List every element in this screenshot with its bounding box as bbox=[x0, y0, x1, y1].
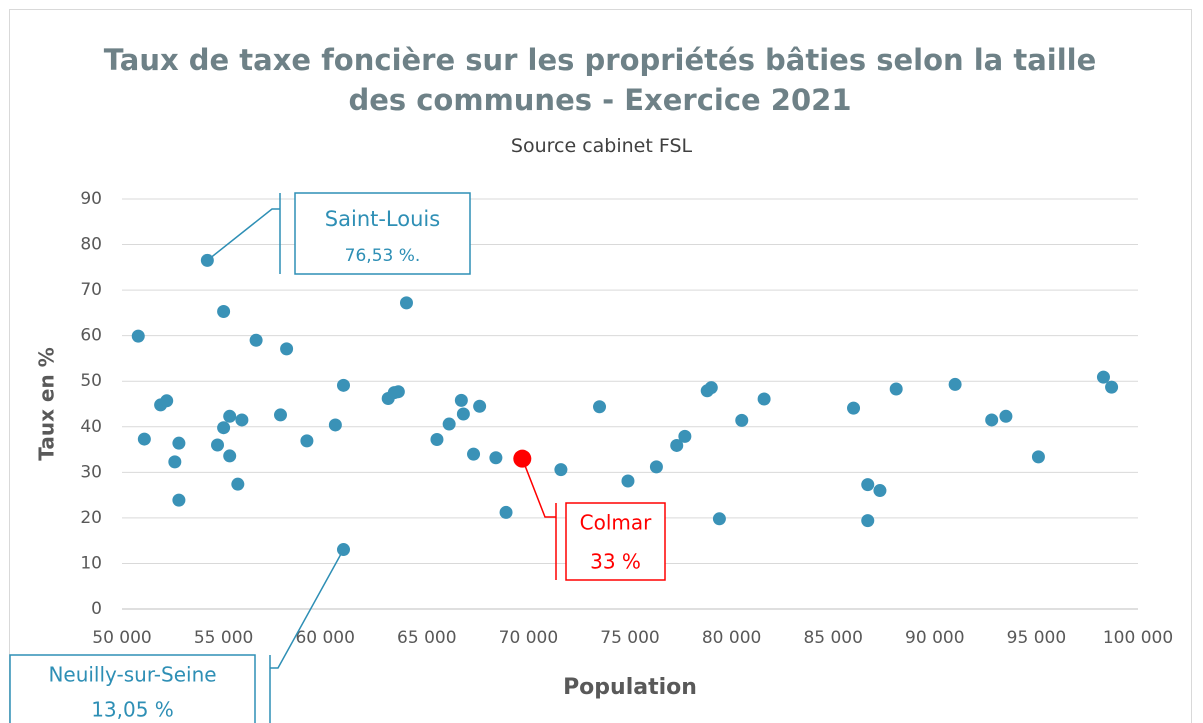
x-tick-label: 85 000 bbox=[803, 628, 862, 648]
callout-text: 33 % bbox=[590, 550, 641, 574]
point bbox=[273, 408, 287, 422]
point bbox=[593, 400, 607, 414]
chart-subtitle: Source cabinet FSL bbox=[510, 135, 693, 157]
point bbox=[454, 393, 468, 407]
point bbox=[489, 451, 503, 465]
leader-line bbox=[206, 208, 280, 261]
point bbox=[217, 305, 231, 319]
point bbox=[554, 463, 568, 477]
point bbox=[670, 438, 684, 452]
point bbox=[137, 432, 151, 446]
callout-text: Neuilly-sur-Seine bbox=[48, 663, 216, 687]
point bbox=[1105, 380, 1119, 394]
point bbox=[172, 493, 186, 507]
x-tick-label: 70 000 bbox=[499, 628, 558, 648]
point bbox=[211, 438, 225, 452]
point bbox=[456, 407, 470, 421]
y-tick-label: 0 bbox=[91, 599, 102, 619]
callout-text: 76,53 %. bbox=[345, 246, 421, 266]
point bbox=[873, 484, 887, 498]
leader-line bbox=[270, 549, 345, 669]
point bbox=[280, 342, 294, 356]
point bbox=[861, 514, 875, 528]
point bbox=[948, 377, 962, 391]
callout-text: Colmar bbox=[580, 511, 652, 535]
x-axis-title: Population bbox=[563, 675, 697, 700]
x-tick-label: 75 000 bbox=[600, 628, 659, 648]
chart-frame bbox=[9, 9, 1192, 723]
point bbox=[649, 460, 663, 474]
point bbox=[223, 449, 237, 463]
point bbox=[223, 409, 237, 423]
point bbox=[1031, 450, 1045, 464]
point bbox=[712, 512, 726, 526]
x-tick-label: 65 000 bbox=[397, 628, 456, 648]
callout-text: Saint-Louis bbox=[325, 207, 440, 231]
callout-box bbox=[294, 192, 471, 275]
point bbox=[442, 417, 456, 431]
point bbox=[621, 474, 635, 488]
point bbox=[430, 433, 444, 447]
point bbox=[499, 505, 513, 519]
point bbox=[200, 253, 214, 267]
point bbox=[391, 385, 405, 399]
point bbox=[473, 399, 487, 413]
y-tick-label: 40 bbox=[80, 417, 102, 437]
point bbox=[704, 381, 718, 395]
point bbox=[131, 329, 145, 343]
y-tick-label: 90 bbox=[80, 189, 102, 209]
chart-title: Taux de taxe foncière sur les propriétés… bbox=[103, 43, 1097, 117]
callout-box bbox=[9, 654, 256, 723]
point bbox=[985, 413, 999, 427]
point bbox=[168, 455, 182, 469]
y-tick-label: 70 bbox=[80, 280, 102, 300]
x-tick-label: 55 000 bbox=[194, 628, 253, 648]
y-tick-label: 60 bbox=[80, 326, 102, 346]
point bbox=[328, 418, 342, 432]
x-tick-label: 95 000 bbox=[1007, 628, 1066, 648]
point bbox=[399, 296, 413, 310]
point bbox=[336, 543, 350, 557]
x-tick-label: 90 000 bbox=[905, 628, 964, 648]
callout-text: 13,05 % bbox=[91, 698, 174, 722]
point bbox=[678, 429, 692, 443]
y-tick-label: 20 bbox=[80, 508, 102, 528]
point bbox=[999, 409, 1013, 423]
point bbox=[735, 413, 749, 427]
point bbox=[249, 333, 263, 347]
y-tick-label: 10 bbox=[80, 553, 102, 573]
x-tick-label: 60 000 bbox=[295, 628, 354, 648]
point bbox=[1096, 370, 1110, 384]
point bbox=[336, 378, 350, 392]
y-tick-label: 30 bbox=[80, 462, 102, 482]
point bbox=[300, 434, 314, 448]
x-tick-label: 80 000 bbox=[702, 628, 761, 648]
point bbox=[231, 477, 245, 491]
point bbox=[467, 447, 481, 461]
point bbox=[172, 436, 186, 450]
x-tick-label: 100 000 bbox=[1103, 628, 1173, 648]
y-tick-label: 50 bbox=[80, 371, 102, 391]
leader-line bbox=[521, 458, 556, 518]
y-tick-label: 80 bbox=[80, 235, 102, 255]
callout-box bbox=[565, 502, 666, 581]
point bbox=[235, 413, 249, 427]
x-tick-label: 50 000 bbox=[92, 628, 151, 648]
point bbox=[861, 478, 875, 492]
y-axis-title: Taux en % bbox=[35, 347, 59, 460]
point bbox=[160, 394, 174, 408]
point bbox=[757, 392, 771, 406]
highlighted-point bbox=[513, 449, 532, 468]
point bbox=[847, 401, 861, 415]
point bbox=[889, 382, 903, 396]
point bbox=[217, 421, 231, 435]
